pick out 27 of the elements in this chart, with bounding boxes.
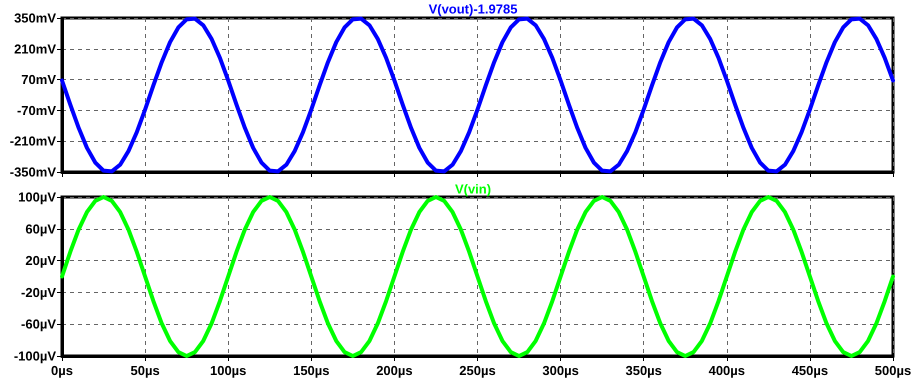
x-tick-label: 450µs xyxy=(792,363,828,378)
line-series xyxy=(60,16,895,174)
x-tick-label: 300µs xyxy=(542,363,579,378)
y-tick-label: -70mV xyxy=(16,102,56,118)
y-tick-label: 100µV xyxy=(18,190,56,204)
y-tick-label: -210mV xyxy=(10,134,56,149)
y-tick-label: 60µV xyxy=(25,221,56,236)
x-tick-label: 50µs xyxy=(130,363,160,378)
y-tick-label: -60µV xyxy=(21,316,56,332)
y-tick-label: -100µV xyxy=(14,348,56,364)
y-tick-label: 210mV xyxy=(14,41,56,56)
x-tick-label: 500µs xyxy=(874,363,912,378)
y-tick-label: 350mV xyxy=(14,10,56,26)
x-tick-label: 0µs xyxy=(51,363,73,378)
y-tick-label: 70mV xyxy=(21,72,56,88)
series-label: V(vin) xyxy=(454,182,492,196)
line-series xyxy=(60,195,895,358)
y-tick-label: -20µV xyxy=(21,284,56,300)
x-tick-label: 150µs xyxy=(293,363,330,378)
x-tick-label: 350µs xyxy=(625,363,662,378)
series-label: V(vout)-1.9785 xyxy=(428,2,518,16)
y-tick-label: -350mV xyxy=(10,164,56,180)
x-tick-label: 400µs xyxy=(708,363,746,378)
y-tick-label: 20µV xyxy=(25,253,56,268)
x-tick-label: 200µs xyxy=(376,363,413,378)
x-tick-label: 100µs xyxy=(210,363,246,378)
x-tick-label: 250µs xyxy=(459,363,496,378)
